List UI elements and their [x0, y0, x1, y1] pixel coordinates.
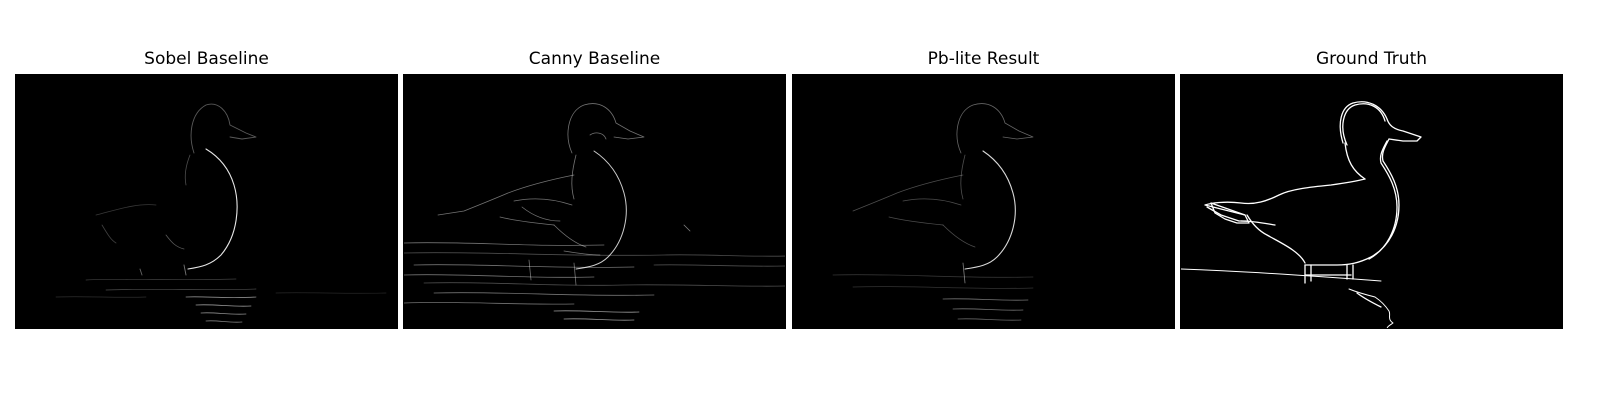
- panel-title: Pb-lite Result: [927, 49, 1040, 69]
- edge-map-image: [15, 74, 398, 329]
- panel-ground-truth: Ground Truth: [1180, 44, 1563, 329]
- panel-title: Ground Truth: [1315, 49, 1428, 69]
- edge-map-image: [792, 74, 1175, 329]
- panel-title: Sobel Baseline: [144, 49, 269, 69]
- edge-map-image: [403, 74, 786, 329]
- panel-pblite: Pb-lite Result: [792, 44, 1175, 329]
- panel-sobel: Sobel Baseline: [15, 44, 398, 329]
- panel-canny: Canny Baseline: [403, 44, 786, 329]
- edge-map-image: [1180, 74, 1563, 329]
- panel-title: Canny Baseline: [528, 49, 661, 69]
